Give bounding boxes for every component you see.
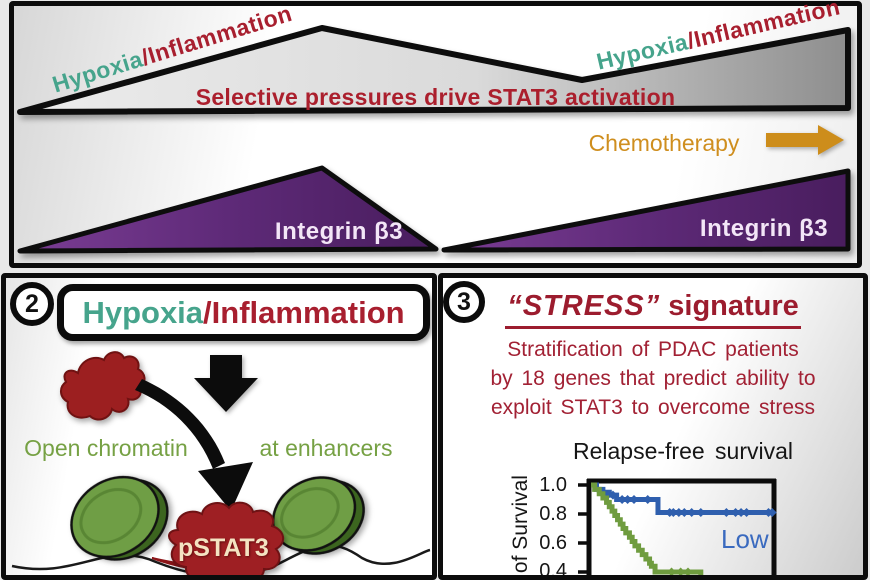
step-2-badge: 2 [10, 282, 54, 326]
hypoxia-mechanism-panel: 2 Hypoxia/Inflammation Open chromatin [1, 273, 437, 580]
curved-arrow-shaft [135, 379, 225, 469]
censor-mark [683, 567, 693, 575]
panel2-title: Hypoxia/Inflammation [82, 295, 404, 331]
stress-word: “STRESS” [507, 290, 661, 322]
banner-text: Selective pressures drive STAT3 activati… [195, 84, 676, 110]
low-group-label: Low [721, 524, 769, 554]
integrin-label-left: Integrin β3 [274, 218, 404, 245]
censor-mark [608, 490, 618, 500]
hypoxia-text: Hypoxia [82, 294, 204, 330]
stress-signature-panel: 3 “STRESS” signature Stratification of P… [438, 273, 868, 580]
nucleosome-left [70, 475, 169, 561]
ytick-0.4: 0.4 [539, 560, 567, 580]
y-axis-ticks [578, 483, 587, 574]
integrin-left-triangle [17, 165, 439, 254]
censor-mark [736, 508, 746, 518]
curved-arrow-head-icon [198, 462, 253, 511]
stress-signature-title: “STRESS” signature [505, 290, 801, 329]
chart-title: Relapse-free survival [572, 438, 794, 464]
step-2-number: 2 [25, 289, 39, 318]
censor-mark [643, 495, 653, 504]
signature-word: signature [660, 290, 799, 322]
km-curve [591, 482, 704, 575]
pstat3-label: pSTAT3 [178, 534, 269, 562]
survival-curves [591, 482, 777, 575]
censor-mark [679, 508, 689, 518]
cytokine-blob [60, 351, 146, 421]
down-arrow-icon [194, 355, 258, 412]
censor-mark [676, 567, 686, 575]
integrin-right-triangle [441, 168, 851, 253]
nucleosome-right [271, 476, 365, 555]
description-line: Stratification of PDAC patients [507, 338, 799, 361]
description-line: by 18 genes that predict ability to [490, 367, 816, 390]
censor-mark [667, 567, 677, 575]
censor-mark [629, 495, 639, 504]
step-3-number: 3 [457, 287, 471, 316]
step-3-badge: 3 [443, 281, 485, 323]
description-line: exploit STAT3 to overcome stress [491, 396, 815, 419]
pstat3-blob [168, 501, 284, 575]
censor-mark [687, 508, 697, 518]
censor-mark [623, 495, 633, 504]
censor-mark [742, 508, 752, 518]
integrin-label-right: Integrin β3 [699, 215, 829, 242]
inflammation-text: /Inflammation [203, 294, 405, 330]
censor-mark [668, 508, 678, 518]
censor-mark [602, 490, 612, 500]
censor-mark [767, 508, 777, 518]
stress-description: Stratification of PDAC patients by 18 ge… [443, 335, 863, 422]
chromatin-diagram-canvas [11, 351, 431, 575]
censor-mark [674, 508, 684, 518]
pressure-shapes-canvas [17, 25, 851, 254]
censor-mark [617, 495, 627, 504]
chemotherapy-arrow-icon [766, 125, 844, 155]
ytick-1.0: 1.0 [539, 474, 567, 496]
stat3-pressure-mountain-shape [17, 25, 851, 115]
panel2-title-box: Hypoxia/Inflammation [57, 284, 430, 341]
censor-mark [731, 508, 741, 518]
chemotherapy-label: Chemotherapy [588, 130, 740, 156]
open-chromatin-label: Open chromatin [24, 435, 188, 461]
censor-mark [696, 508, 706, 518]
censor-mark [721, 508, 731, 518]
ytick-0.8: 0.8 [539, 503, 567, 525]
survival-chart-canvas [578, 478, 777, 575]
selective-pressure-panel: Hypoxia/Inflammation Hypoxia/Inflammatio… [9, 0, 862, 268]
at-enhancers-label: at enhancers [259, 435, 393, 461]
ytick-0.6: 0.6 [539, 532, 567, 554]
panel3-heading-row: “STRESS” signature [443, 290, 863, 329]
